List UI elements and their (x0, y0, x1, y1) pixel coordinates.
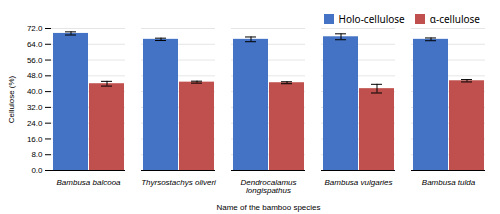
svg-text:Thyrsostachys oliveri: Thyrsostachys oliveri (141, 178, 216, 187)
svg-text:32.0: 32.0 (27, 103, 43, 112)
html-text:α-cellulose: α-cellulose (429, 11, 480, 26)
svg-text:0.0: 0.0 (31, 166, 43, 175)
svg-text:72.0: 72.0 (27, 24, 43, 33)
svg-text:Cellulose (%): Cellulose (%) (7, 75, 16, 123)
svg-text:Bambusa balcooa: Bambusa balcooa (56, 178, 121, 187)
svg-text:40.0: 40.0 (27, 87, 43, 96)
svg-text:48.0: 48.0 (27, 71, 43, 80)
svg-text:Bambusa tulda: Bambusa tulda (422, 178, 476, 187)
svg-text:8.0: 8.0 (31, 150, 43, 159)
html-text:Holo-cellulose: Holo-cellulose (338, 11, 405, 26)
svg-text:Bambusa vulgaries: Bambusa vulgaries (324, 178, 392, 187)
svg-text:Name of the bamboo species: Name of the bamboo species (216, 203, 320, 212)
svg-text:16.0: 16.0 (27, 135, 43, 144)
svg-text:56.0: 56.0 (27, 56, 43, 65)
svg-text:64.0: 64.0 (27, 40, 43, 49)
svg-text:24.0: 24.0 (27, 119, 43, 128)
svg-text:Dendrocalamuslongispathus: Dendrocalamuslongispathus (240, 178, 296, 195)
